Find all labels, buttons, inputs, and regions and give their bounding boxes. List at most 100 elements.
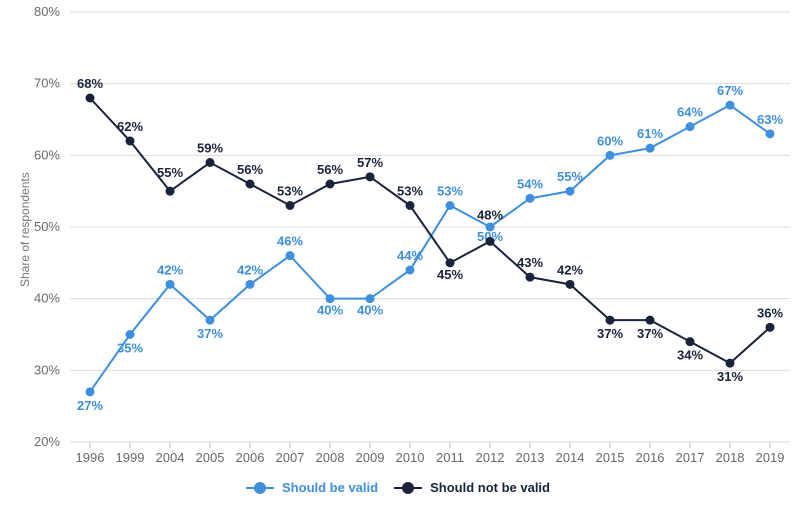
data-label: 48% (477, 207, 503, 222)
data-label: 31% (717, 369, 743, 384)
legend: Should be valid Should not be valid (0, 480, 804, 497)
data-label: 64% (677, 105, 703, 120)
data-point[interactable] (526, 273, 535, 282)
data-point[interactable] (406, 201, 415, 210)
x-tick-label: 2009 (356, 450, 385, 465)
data-point[interactable] (486, 237, 495, 246)
y-tick-label: 70% (34, 76, 60, 91)
x-tick-label: 2010 (396, 450, 425, 465)
data-label: 40% (317, 303, 343, 318)
data-label: 59% (197, 141, 223, 156)
legend-swatch-icon (402, 482, 414, 494)
x-tick-label: 2019 (756, 450, 785, 465)
x-tick-label: 2011 (436, 450, 464, 465)
data-label: 53% (277, 184, 303, 199)
data-label: 57% (357, 155, 383, 170)
x-tick-label: 2007 (276, 450, 305, 465)
data-point[interactable] (726, 359, 735, 368)
data-point[interactable] (646, 316, 655, 325)
data-label: 37% (597, 326, 623, 341)
x-tick-label: 2013 (516, 450, 545, 465)
data-point[interactable] (206, 158, 215, 167)
data-point[interactable] (126, 137, 135, 146)
y-tick-label: 30% (34, 362, 60, 377)
x-tick-label: 2016 (636, 450, 665, 465)
legend-label: Should be valid (282, 480, 378, 495)
data-label: 56% (317, 162, 343, 177)
data-point[interactable] (526, 194, 535, 203)
data-label: 53% (397, 184, 423, 199)
data-label: 53% (437, 184, 463, 199)
y-tick-label: 80% (34, 4, 60, 19)
x-tick-label: 1996 (76, 450, 105, 465)
data-label: 56% (237, 162, 263, 177)
data-point[interactable] (406, 266, 415, 275)
data-point[interactable] (566, 187, 575, 196)
data-point[interactable] (686, 337, 695, 346)
data-point[interactable] (206, 316, 215, 325)
data-point[interactable] (286, 251, 295, 260)
data-point[interactable] (326, 180, 335, 189)
data-point[interactable] (446, 201, 455, 210)
data-point[interactable] (686, 122, 695, 131)
data-point[interactable] (646, 144, 655, 153)
x-tick-label: 2012 (476, 450, 505, 465)
legend-swatch-icon (254, 482, 266, 494)
legend-item[interactable]: Should be valid (254, 480, 378, 495)
data-point[interactable] (286, 201, 295, 210)
y-tick-label: 20% (34, 434, 60, 449)
data-label: 42% (557, 262, 583, 277)
data-label: 35% (117, 341, 143, 356)
x-tick-label: 2015 (596, 450, 625, 465)
data-label: 54% (517, 176, 543, 191)
data-label: 67% (717, 83, 743, 98)
data-label: 37% (637, 326, 663, 341)
data-point[interactable] (126, 330, 135, 339)
data-label: 43% (517, 255, 543, 270)
data-point[interactable] (366, 172, 375, 181)
data-point[interactable] (766, 129, 775, 138)
legend-label: Should not be valid (430, 480, 550, 495)
data-point[interactable] (766, 323, 775, 332)
x-tick-label: 2004 (156, 450, 185, 465)
chart-container: Share of respondents 20%30%40%50%60%70%8… (0, 0, 804, 510)
data-point[interactable] (246, 180, 255, 189)
series-line[interactable] (90, 105, 770, 392)
data-point[interactable] (246, 280, 255, 289)
data-label: 36% (757, 305, 783, 320)
data-label: 60% (597, 133, 623, 148)
x-tick-label: 2006 (236, 450, 265, 465)
data-label: 46% (277, 234, 303, 249)
x-tick-label: 2008 (316, 450, 345, 465)
data-label: 37% (197, 326, 223, 341)
data-label: 44% (397, 248, 423, 263)
data-label: 68% (77, 76, 103, 91)
data-label: 55% (557, 169, 583, 184)
line-chart: 20%30%40%50%60%70%80%1996199920042005200… (0, 0, 804, 510)
legend-item[interactable]: Should not be valid (402, 480, 550, 495)
y-tick-label: 50% (34, 219, 60, 234)
data-point[interactable] (606, 316, 615, 325)
data-label: 62% (117, 119, 143, 134)
y-axis-title: Share of respondents (18, 172, 32, 287)
x-tick-label: 2014 (556, 450, 585, 465)
data-label: 61% (637, 126, 663, 141)
x-tick-label: 2018 (716, 450, 745, 465)
data-label: 40% (357, 303, 383, 318)
data-point[interactable] (606, 151, 615, 160)
data-point[interactable] (86, 94, 95, 103)
data-label: 27% (77, 398, 103, 413)
data-label: 55% (157, 165, 183, 180)
data-label: 42% (237, 262, 263, 277)
x-tick-label: 2017 (676, 450, 705, 465)
x-tick-label: 2005 (196, 450, 225, 465)
y-tick-label: 40% (34, 291, 60, 306)
data-point[interactable] (166, 187, 175, 196)
data-point[interactable] (86, 387, 95, 396)
data-label: 34% (677, 348, 703, 363)
data-label: 63% (757, 112, 783, 127)
data-point[interactable] (566, 280, 575, 289)
y-tick-label: 60% (34, 147, 60, 162)
data-point[interactable] (166, 280, 175, 289)
data-point[interactable] (726, 101, 735, 110)
